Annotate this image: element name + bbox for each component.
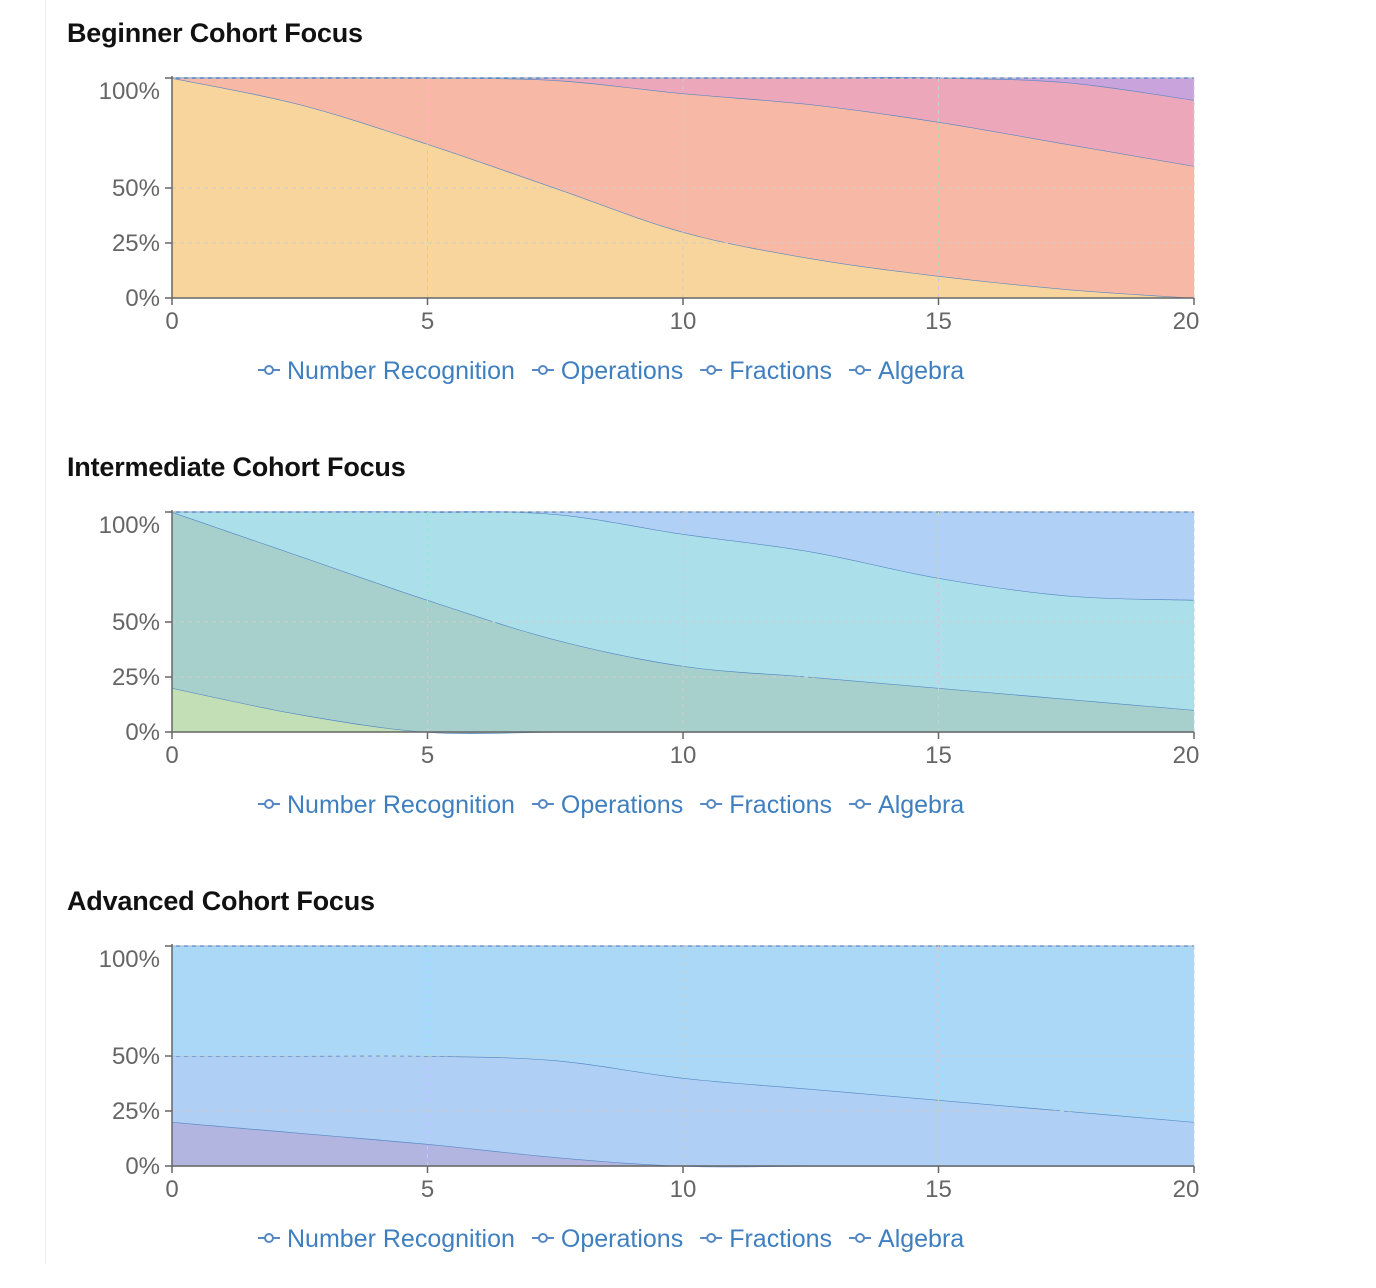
legend-label: Algebra <box>878 791 964 819</box>
y-tick-label: 0% <box>125 285 160 312</box>
y-tick-label: 50% <box>112 175 160 202</box>
legend-marker-icon <box>855 365 866 375</box>
legend-label: Operations <box>561 357 683 385</box>
x-tick-label: 10 <box>670 308 697 335</box>
legend-item-operations[interactable]: Operations <box>531 1225 683 1253</box>
legend-item-operations[interactable]: Operations <box>531 357 683 385</box>
area-number-recognition <box>172 688 1194 734</box>
grid <box>172 511 1195 732</box>
legend-marker-icon <box>855 799 866 809</box>
legend-marker-icon <box>537 365 548 375</box>
legend-label: Number Recognition <box>287 791 515 819</box>
legend-item-number-recognition[interactable]: Number Recognition <box>258 1225 515 1253</box>
x-tick-label: 0 <box>165 742 178 769</box>
legend-marker-icon <box>706 1233 717 1243</box>
legend-marker-icon <box>706 365 717 375</box>
legend-item-fractions[interactable]: Fractions <box>700 357 832 385</box>
x-tick-label: 15 <box>925 1176 952 1203</box>
y-tick-label: 100% <box>99 946 160 973</box>
legend-marker-icon <box>537 799 548 809</box>
y-tick-label: 0% <box>125 719 160 746</box>
y-tick-label: 0% <box>125 1153 160 1180</box>
legend-item-algebra[interactable]: Algebra <box>849 357 964 385</box>
y-tick-label: 50% <box>112 609 160 636</box>
legend-label: Number Recognition <box>287 1225 515 1253</box>
legend-marker-icon <box>855 1233 866 1243</box>
x-tick-label: 20 <box>1173 742 1200 769</box>
legend-marker-icon <box>264 799 274 809</box>
legend-marker-icon <box>537 1233 548 1243</box>
x-tick-label: 5 <box>421 742 434 769</box>
chart-title: Advanced Cohort Focus <box>67 886 375 916</box>
legend-label: Fractions <box>729 791 832 819</box>
y-tick-label: 100% <box>99 512 160 539</box>
area-layer <box>171 77 1195 299</box>
legend-label: Operations <box>561 1225 683 1253</box>
legend-marker-icon <box>264 365 274 375</box>
advanced-chart-panel: Advanced Cohort Focus 0% 25% 50% 100% 0 5 10 15… <box>0 868 1376 1288</box>
legend-label: Fractions <box>729 357 832 385</box>
x-tick-label: 20 <box>1173 1176 1200 1203</box>
y-tick-label: 25% <box>112 230 160 257</box>
legend-label: Operations <box>561 791 683 819</box>
intermediate-stacked-area-chart: 0% 25% 50% 100% 0 5 10 15 20 Number Recognition Op… <box>99 510 1200 819</box>
page-divider <box>45 0 46 1264</box>
area-operations <box>172 512 1194 734</box>
area-number-recognition <box>172 78 1194 298</box>
x-tick-label: 15 <box>925 308 952 335</box>
y-tick-label: 50% <box>112 1043 160 1070</box>
y-tick-label: 25% <box>112 664 160 691</box>
area-operations <box>172 77 1194 298</box>
beginner-stacked-area-chart: 0% 25% 50% 100% 0 5 10 15 20 Number Recognition Op… <box>99 76 1200 385</box>
x-tick-label: 5 <box>421 1176 434 1203</box>
x-tick-label: 0 <box>165 308 178 335</box>
y-tick-label: 100% <box>99 78 160 105</box>
legend-label: Algebra <box>878 1225 964 1253</box>
legend: Number Recognition Operations Fractions Alg… <box>258 357 964 385</box>
legend-item-fractions[interactable]: Fractions <box>700 791 832 819</box>
legend-item-operations[interactable]: Operations <box>531 791 683 819</box>
y-tick-label: 25% <box>112 1098 160 1125</box>
legend-item-fractions[interactable]: Fractions <box>700 1225 832 1253</box>
beginner-chart-panel: Beginner Cohort Focus 0% 25% 50% 100% 0 5 10 15… <box>0 0 1376 420</box>
legend-marker-icon <box>264 1233 274 1243</box>
legend-item-algebra[interactable]: Algebra <box>849 1225 964 1253</box>
intermediate-chart-panel: Intermediate Cohort Focus 0% 25% 50% 100% 0 5… <box>0 434 1376 854</box>
x-tick-label: 15 <box>925 742 952 769</box>
area-fractions <box>172 77 1194 166</box>
legend-label: Fractions <box>729 1225 832 1253</box>
x-tick-label: 0 <box>165 1176 178 1203</box>
x-tick-label: 10 <box>670 1176 697 1203</box>
chart-title: Intermediate Cohort Focus <box>67 452 406 482</box>
legend-label: Number Recognition <box>287 357 515 385</box>
legend: Number Recognition Operations Fractions Alg… <box>258 791 964 819</box>
chart-title: Beginner Cohort Focus <box>67 18 363 48</box>
grid <box>172 77 1195 298</box>
area-algebra <box>172 77 1194 100</box>
legend-label: Algebra <box>878 357 964 385</box>
grid <box>172 945 1195 1166</box>
legend-item-number-recognition[interactable]: Number Recognition <box>258 357 515 385</box>
legend-marker-icon <box>706 799 717 809</box>
x-tick-label: 20 <box>1173 308 1200 335</box>
legend-item-number-recognition[interactable]: Number Recognition <box>258 791 515 819</box>
legend: Number Recognition Operations Fractions Alg… <box>258 1225 964 1253</box>
x-tick-label: 10 <box>670 742 697 769</box>
legend-item-algebra[interactable]: Algebra <box>849 791 964 819</box>
x-tick-label: 5 <box>421 308 434 335</box>
advanced-stacked-area-chart: 0% 25% 50% 100% 0 5 10 15 20 Number Recognition Op… <box>99 944 1200 1253</box>
